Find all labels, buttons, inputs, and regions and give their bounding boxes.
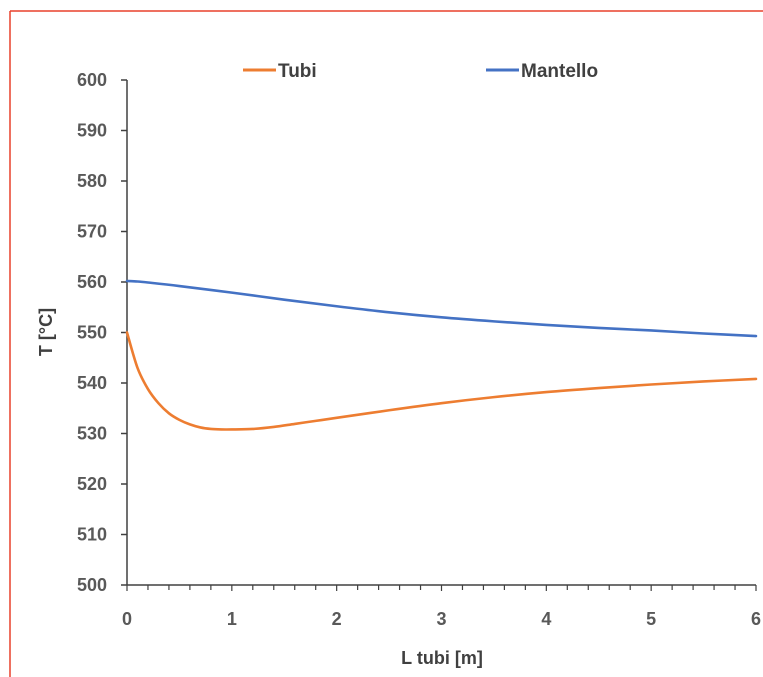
legend: Tubi Mantello [243, 61, 598, 82]
x-tick-label: 4 [541, 609, 551, 629]
series-line-tubi [125, 331, 758, 431]
x-ticks: 0 1 2 3 4 5 6 [122, 585, 761, 629]
y-tick-label: 600 [77, 70, 107, 90]
y-tick-label: 580 [77, 171, 107, 191]
x-tick-label: 5 [646, 609, 656, 629]
x-tick-label: 3 [436, 609, 446, 629]
y-tick-label: 570 [77, 222, 107, 242]
series-layer [125, 279, 758, 431]
y-tick-label: 500 [77, 575, 107, 595]
y-tick-label: 560 [77, 272, 107, 292]
y-tick-label: 550 [77, 323, 107, 343]
y-tick-label: 520 [77, 474, 107, 494]
x-tick-label: 0 [122, 609, 132, 629]
y-tick-label: 540 [77, 373, 107, 393]
x-axis-title: L tubi [m] [401, 648, 483, 668]
y-tick-label: 530 [77, 424, 107, 444]
y-tick-label: 590 [77, 121, 107, 141]
y-ticks: 500 510 520 530 540 550 560 570 580 590 600 [77, 70, 127, 595]
x-tick-label: 6 [751, 609, 761, 629]
legend-label-tubi: Tubi [278, 61, 317, 82]
y-tick-label: 510 [77, 525, 107, 545]
y-axis-title: T [°C] [36, 308, 56, 356]
legend-label-mantello: Mantello [521, 61, 598, 82]
series-line-mantello [125, 279, 758, 338]
x-tick-label: 2 [332, 609, 342, 629]
x-tick-label: 1 [227, 609, 237, 629]
